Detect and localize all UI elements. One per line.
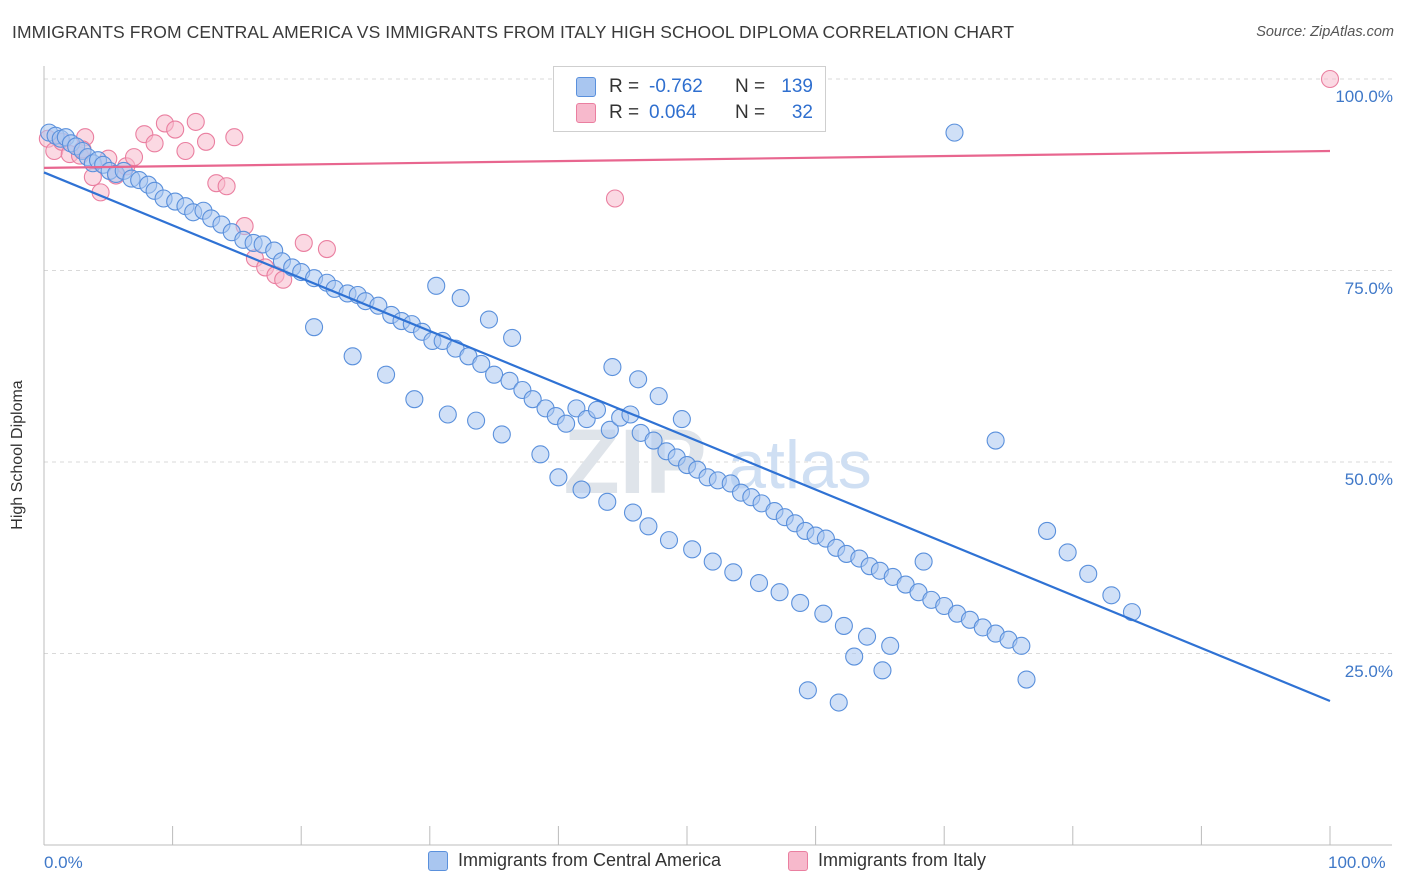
central-america-point: [472, 354, 491, 374]
central-america-point: [500, 371, 519, 390]
legend-n-label: N =: [735, 102, 766, 123]
central-america-point: [405, 390, 424, 409]
italy-point: [145, 134, 164, 153]
central-america-point: [724, 563, 743, 582]
central-america-point: [1038, 521, 1057, 540]
central-america-point: [845, 647, 864, 666]
central-america-point: [572, 480, 591, 499]
legend-r-value: -0.762: [649, 76, 703, 97]
x-tick-label-max: 100.0%: [1328, 853, 1386, 872]
italy-point: [294, 233, 313, 252]
y-tick-label: 25.0%: [1344, 661, 1393, 681]
stats-legend: R = -0.762 N = 139 R = 0.064 N = 32: [553, 66, 826, 132]
legend-n-value: 32: [791, 102, 813, 123]
central-america-point: [639, 517, 658, 536]
y-tick-label: 50.0%: [1344, 470, 1393, 489]
central-america-point: [467, 411, 486, 430]
central-america-trend-line: [43, 171, 1331, 703]
italy-point: [225, 128, 244, 147]
italy-point: [217, 177, 236, 196]
legend-swatch-blue: [576, 77, 596, 97]
series-legend-central-america: Immigrants from Central America: [428, 850, 721, 871]
central-america-point: [749, 573, 769, 593]
central-america-point: [1017, 670, 1036, 689]
central-america-points: [40, 123, 1142, 712]
central-america-point: [629, 370, 648, 389]
central-america-point: [873, 661, 892, 680]
legend-row-central-america: R = -0.762 N = 139: [576, 75, 813, 99]
series-legend-italy: Immigrants from Italy: [788, 850, 986, 871]
italy-point: [186, 112, 205, 131]
central-america-point: [503, 328, 522, 347]
central-america-point: [523, 390, 542, 409]
central-america-point: [798, 681, 817, 700]
legend-r-label: R =: [609, 102, 640, 123]
central-america-point: [549, 468, 568, 487]
central-america-point: [451, 289, 470, 308]
central-america-point: [587, 400, 607, 419]
source-credit: Source: ZipAtlas.com: [1256, 24, 1394, 40]
central-america-point: [986, 431, 1005, 450]
central-america-point: [644, 431, 663, 450]
central-america-point: [945, 123, 964, 142]
central-america-point: [881, 636, 900, 655]
central-america-point: [1012, 636, 1031, 655]
central-america-point: [492, 425, 511, 444]
italy-point: [1320, 69, 1340, 89]
legend-n-value: 139: [781, 76, 813, 97]
central-america-point: [829, 693, 848, 712]
central-america-point: [834, 616, 853, 635]
italy-point: [605, 189, 625, 208]
axes: [43, 66, 1392, 846]
italy-point: [176, 141, 195, 161]
series-label-central-america: Immigrants from Central America: [458, 850, 722, 870]
central-america-point: [427, 276, 446, 295]
trend-lines: [43, 149, 1331, 703]
central-america-point: [485, 365, 504, 384]
central-america-point: [659, 531, 679, 550]
italy-point: [166, 120, 185, 139]
series-swatch-pink: [788, 850, 808, 871]
central-america-point: [343, 347, 362, 366]
chart-title: IMMIGRANTS FROM CENTRAL AMERICA VS IMMIG…: [12, 22, 1015, 42]
italy-trend-line: [43, 149, 1331, 169]
italy-point: [196, 132, 216, 151]
central-america-point: [857, 627, 877, 646]
legend-swatch-pink: [576, 103, 596, 123]
central-america-point: [377, 365, 396, 384]
central-america-point: [1102, 586, 1121, 605]
central-america-point: [770, 583, 789, 602]
italy-point: [317, 240, 336, 259]
central-america-point: [814, 604, 833, 623]
central-america-point: [598, 492, 617, 511]
legend-r-value: 0.064: [649, 102, 697, 123]
series-label-italy: Immigrants from Italy: [818, 850, 987, 870]
y-tick-label: 75.0%: [1344, 278, 1393, 298]
legend-row-italy: R = 0.064 N = 32: [576, 101, 813, 125]
central-america-point: [438, 405, 457, 424]
series-swatch-blue: [428, 850, 448, 871]
central-america-point: [479, 310, 499, 329]
central-america-point: [623, 503, 643, 522]
central-america-point: [1079, 564, 1098, 583]
central-america-point: [1058, 543, 1077, 562]
central-america-point: [600, 420, 619, 439]
central-america-point: [914, 552, 933, 571]
y-tick-label: 100.0%: [1335, 87, 1393, 106]
central-america-point: [672, 410, 691, 429]
x-tick-label-min: 0.0%: [44, 853, 83, 872]
central-america-point: [683, 540, 702, 559]
legend-n-label: N =: [735, 76, 766, 97]
central-america-point: [791, 593, 810, 612]
central-america-point: [557, 414, 576, 433]
legend-r-label: R =: [609, 76, 640, 97]
central-america-point: [603, 357, 622, 377]
central-america-point: [703, 552, 722, 571]
series-legend: Immigrants from Central America Immigran…: [0, 850, 1406, 880]
central-america-point: [531, 445, 550, 464]
central-america-point: [305, 318, 324, 337]
central-america-point: [649, 387, 668, 406]
